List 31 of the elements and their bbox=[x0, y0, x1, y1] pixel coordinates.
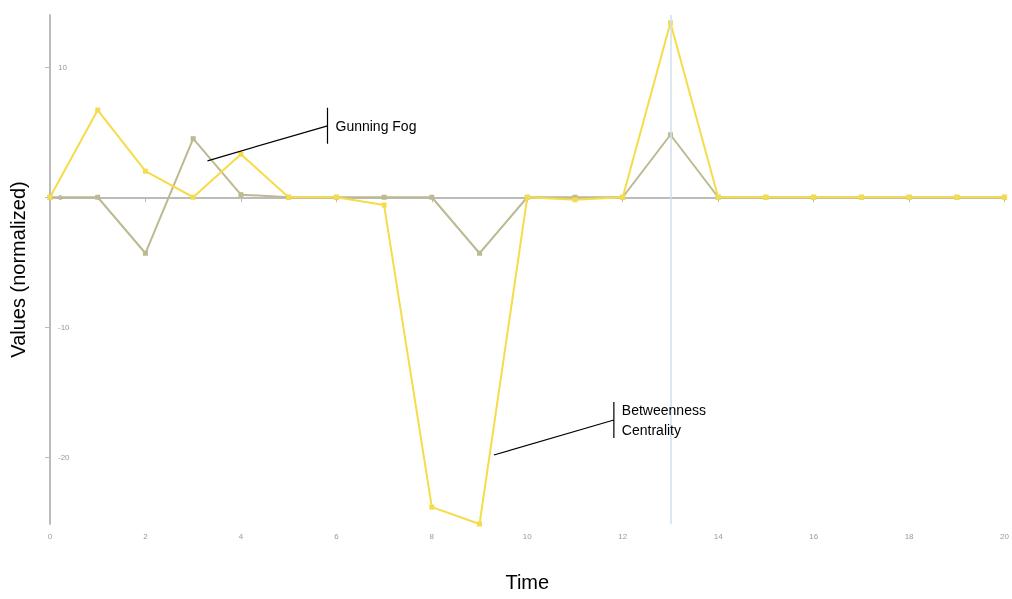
y-tick-label: 10 bbox=[58, 62, 68, 72]
annotation: Gunning Fog bbox=[335, 117, 417, 134]
y-tick-label: -20 bbox=[58, 453, 71, 463]
x-tick-label: 0 bbox=[47, 531, 53, 541]
x-axis-title: Time bbox=[505, 571, 550, 593]
point bbox=[190, 194, 196, 200]
x-tick-label: 6 bbox=[334, 531, 340, 541]
x-tick-label: 18 bbox=[904, 531, 915, 541]
point bbox=[95, 194, 101, 200]
annotation: Betweenness Centrality bbox=[621, 402, 706, 439]
x-tick-label: 2 bbox=[143, 531, 149, 541]
point bbox=[477, 250, 483, 256]
point bbox=[429, 504, 435, 510]
point bbox=[238, 192, 244, 198]
point bbox=[381, 202, 387, 208]
point bbox=[238, 151, 244, 157]
point bbox=[142, 250, 148, 256]
point bbox=[381, 194, 387, 200]
x-tick-label: 20 bbox=[1000, 531, 1010, 541]
x-tick-label: 16 bbox=[809, 531, 819, 541]
y-axis-title: Values (normalized) bbox=[7, 181, 29, 358]
x-tick-label: 4 bbox=[238, 531, 244, 541]
point bbox=[95, 107, 101, 113]
x-tick-label: 14 bbox=[713, 531, 724, 541]
point bbox=[477, 521, 483, 527]
point bbox=[142, 168, 148, 174]
x-tick-label: 12 bbox=[618, 531, 628, 541]
point bbox=[190, 136, 196, 142]
x-tick-label: 10 bbox=[522, 531, 533, 541]
x-tick-label: 8 bbox=[429, 531, 435, 541]
y-tick-label: -10 bbox=[58, 322, 71, 332]
